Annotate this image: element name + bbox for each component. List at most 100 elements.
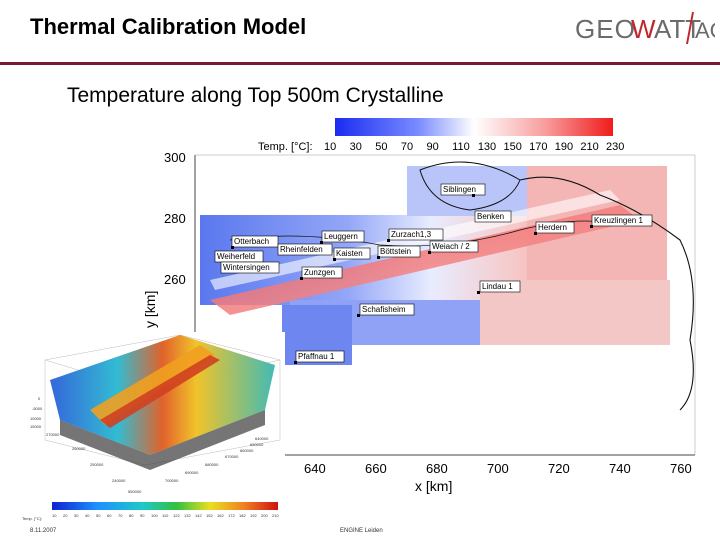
svg-text:W: W bbox=[631, 14, 656, 44]
colorbar-tick: 190 bbox=[555, 141, 573, 153]
inset-colorbar-tick: 90 bbox=[140, 513, 145, 518]
well-weiach: Weiach / 2 bbox=[429, 240, 479, 253]
svg-text:Zunzgen: Zunzgen bbox=[304, 268, 335, 277]
svg-text:Schafisheim: Schafisheim bbox=[362, 305, 406, 314]
inset-colorbar bbox=[52, 502, 278, 510]
svg-text:700000: 700000 bbox=[165, 478, 179, 483]
inset-colorbar-tick: 132 bbox=[184, 513, 191, 518]
well-pfaffnau: Pfaffnau 1 bbox=[295, 350, 345, 363]
inset-colorbar-tick: 10 bbox=[52, 513, 57, 518]
colorbar: Temp. [°C]: 10 30 50 70 90 110 130 150 170 190 210… bbox=[258, 118, 624, 153]
x-tick: 680 bbox=[426, 461, 448, 476]
colorbar-tick: 150 bbox=[503, 141, 521, 153]
inset-colorbar-tick: 70 bbox=[118, 513, 123, 518]
svg-text:0: 0 bbox=[38, 396, 41, 401]
colorbar-tick: 230 bbox=[606, 141, 624, 153]
svg-text:240000: 240000 bbox=[112, 478, 126, 483]
x-tick: 660 bbox=[365, 461, 387, 476]
svg-text:650000: 650000 bbox=[250, 442, 264, 447]
svg-text:690000: 690000 bbox=[185, 470, 199, 475]
y-tick: 260 bbox=[164, 272, 186, 287]
well-siblingen: Siblingen bbox=[440, 183, 486, 196]
inset-colorbar-tick: 60 bbox=[107, 513, 112, 518]
colorbar-tick: 30 bbox=[350, 141, 362, 153]
x-tick: 700 bbox=[487, 461, 509, 476]
colorbar-label: Temp. [°C]: bbox=[258, 141, 313, 153]
svg-text:Leuggern: Leuggern bbox=[324, 232, 358, 241]
well-benken: Benken bbox=[474, 210, 512, 223]
y-tick: 280 bbox=[164, 211, 186, 226]
colorbar-tick: 90 bbox=[427, 141, 439, 153]
y-tick: 300 bbox=[164, 150, 186, 165]
inset-colorbar-tick: 40 bbox=[85, 513, 90, 518]
svg-text:250000: 250000 bbox=[90, 462, 104, 467]
inset-colorbar-tick: 50 bbox=[96, 513, 101, 518]
svg-text:-5000: -5000 bbox=[32, 406, 43, 411]
svg-text:670000: 670000 bbox=[225, 454, 239, 459]
well-kreuzlingen: Kreuzlingen 1 bbox=[591, 214, 653, 227]
well-zurzach: Zurzach1,3 bbox=[388, 228, 444, 241]
svg-text:Benken: Benken bbox=[477, 212, 504, 221]
geowatt-logo: GEO W ATT AG bbox=[575, 11, 715, 45]
x-tick: 720 bbox=[548, 461, 570, 476]
svg-text:Weiherfeld: Weiherfeld bbox=[217, 252, 255, 261]
inset-colorbar-tick: 172 bbox=[228, 513, 235, 518]
well-wintersingen: Wintersingen bbox=[220, 261, 280, 274]
svg-text:GEO: GEO bbox=[575, 14, 636, 44]
inset-colorbar-tick: 162 bbox=[217, 513, 224, 518]
svg-text:550000: 550000 bbox=[128, 489, 142, 494]
well-schafisheim: Schafisheim bbox=[359, 303, 415, 316]
colorbar-tick: 70 bbox=[401, 141, 413, 153]
colorbar-tick: 130 bbox=[478, 141, 496, 153]
colorbar-tick: 170 bbox=[529, 141, 547, 153]
inset-colorbar-tick: 80 bbox=[129, 513, 134, 518]
inset-colorbar-tick: 142 bbox=[195, 513, 202, 518]
well-rheinfelden: Rheinfelden bbox=[277, 243, 333, 256]
colorbar-tick: 110 bbox=[452, 141, 470, 153]
svg-text:15000: 15000 bbox=[30, 424, 42, 429]
svg-text:Otterbach: Otterbach bbox=[234, 237, 269, 246]
temperature-map: Temp. [°C]: 10 30 50 70 90 110 130 150 170 190 210… bbox=[22, 118, 696, 521]
x-tick: 640 bbox=[304, 461, 326, 476]
well-zunzgen: Zunzgen bbox=[301, 266, 343, 279]
footer-date: 8.11.2007 bbox=[30, 528, 57, 534]
well-otterbach: Otterbach bbox=[231, 235, 279, 248]
svg-text:Böttstein: Böttstein bbox=[380, 247, 411, 256]
well-kaisten: Kaisten bbox=[333, 247, 371, 260]
inset-colorbar-tick: 20 bbox=[63, 513, 68, 518]
inset-colorbar-tick: 122 bbox=[173, 513, 180, 518]
x-axis-label: x [km] bbox=[415, 478, 452, 494]
well-herdern: Herdern bbox=[535, 221, 575, 234]
inset-colorbar-tick: 152 bbox=[206, 513, 213, 518]
slide-title: Thermal Calibration Model bbox=[30, 14, 307, 39]
inset-3d-view: 0 -5000 10000 15000 270000 260000 250000… bbox=[22, 332, 285, 521]
well-lindau: Lindau 1 bbox=[479, 280, 521, 293]
colorbar-tick: 10 bbox=[324, 141, 336, 153]
inset-colorbar-tick: 30 bbox=[74, 513, 79, 518]
svg-text:Siblingen: Siblingen bbox=[443, 185, 476, 194]
well-boettstein: Böttstein bbox=[377, 245, 421, 258]
svg-text:Rheinfelden: Rheinfelden bbox=[280, 245, 323, 254]
inset-colorbar-tick: 192 bbox=[250, 513, 257, 518]
svg-text:640000: 640000 bbox=[255, 436, 269, 441]
colorbar-tick: 210 bbox=[580, 141, 598, 153]
inset-colorbar-label: Temp. [°C]: bbox=[22, 516, 42, 521]
svg-text:Kreuzlingen 1: Kreuzlingen 1 bbox=[594, 216, 643, 225]
slide-subtitle: Temperature along Top 500m Crystalline bbox=[67, 84, 444, 107]
svg-text:260000: 260000 bbox=[72, 446, 86, 451]
y-axis-label: y [km] bbox=[142, 291, 158, 328]
x-tick: 740 bbox=[609, 461, 631, 476]
inset-colorbar-tick: 110 bbox=[162, 513, 169, 518]
inset-colorbar-tick: 100 bbox=[151, 513, 158, 518]
well-leuggern: Leuggern bbox=[321, 230, 365, 243]
svg-text:Zurzach1,3: Zurzach1,3 bbox=[391, 230, 432, 239]
svg-text:660000: 660000 bbox=[240, 448, 254, 453]
svg-text:270000: 270000 bbox=[46, 432, 60, 437]
svg-text:680000: 680000 bbox=[205, 462, 219, 467]
svg-text:ATT: ATT bbox=[654, 14, 701, 44]
inset-colorbar-tick: 200 bbox=[261, 513, 268, 518]
header-rule bbox=[0, 62, 720, 65]
svg-text:10000: 10000 bbox=[30, 416, 42, 421]
svg-text:Wintersingen: Wintersingen bbox=[223, 263, 270, 272]
svg-text:Weiach / 2: Weiach / 2 bbox=[432, 242, 470, 251]
